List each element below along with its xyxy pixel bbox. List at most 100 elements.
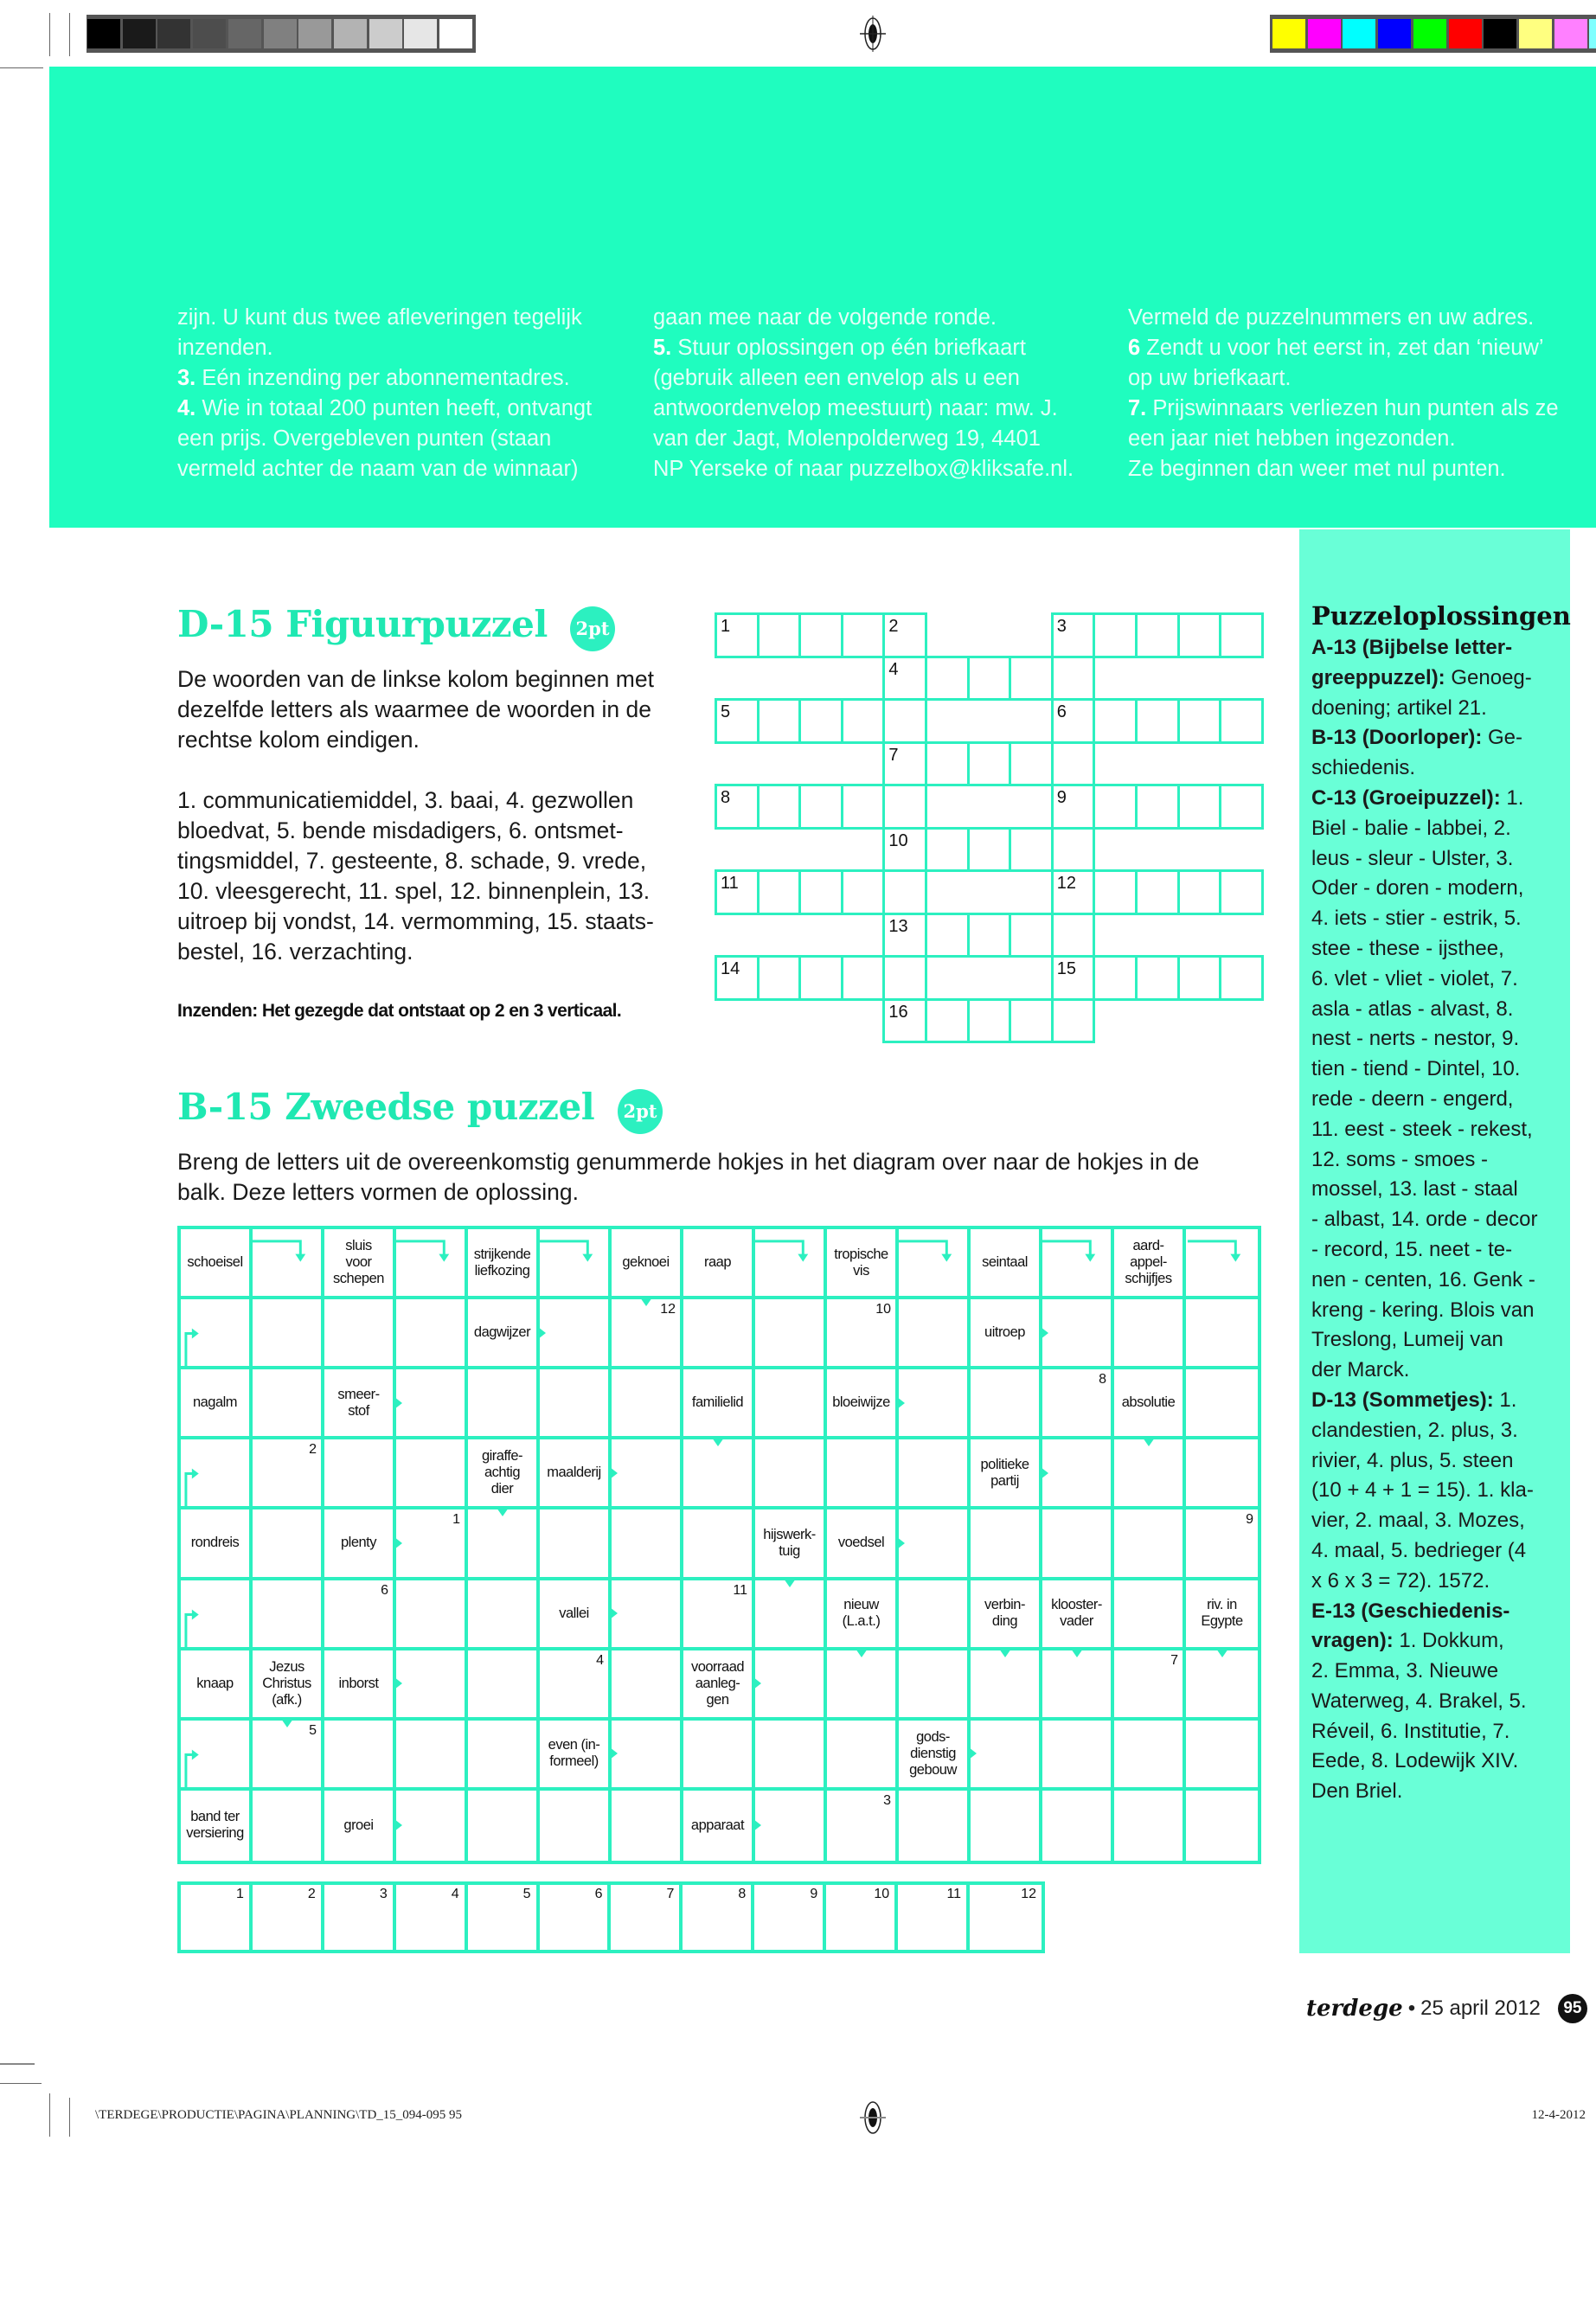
figure-cell[interactable] — [1219, 612, 1264, 658]
figure-cell[interactable]: 2 — [882, 612, 927, 658]
answer-cell[interactable] — [181, 1580, 253, 1650]
figure-cell[interactable] — [1009, 826, 1054, 872]
solution-cell[interactable]: 12 — [1021, 1887, 1036, 1901]
answer-cell[interactable] — [899, 1650, 971, 1721]
answer-cell[interactable] — [612, 1369, 683, 1440]
answer-cell[interactable] — [971, 1369, 1042, 1440]
figure-cell[interactable] — [756, 955, 802, 1001]
answer-cell[interactable] — [1186, 1648, 1258, 1721]
figure-cell[interactable] — [840, 955, 886, 1001]
figure-cell[interactable] — [1219, 698, 1264, 744]
answer-cell[interactable] — [1114, 1438, 1186, 1510]
figure-cell[interactable]: 11 — [715, 869, 760, 915]
figure-cell[interactable]: 5 — [715, 698, 760, 744]
figure-cell[interactable]: 15 — [1050, 955, 1096, 1001]
figure-cell[interactable] — [798, 612, 843, 658]
answer-cell[interactable] — [827, 1439, 899, 1510]
figure-cell[interactable]: 1 — [715, 612, 760, 658]
answer-cell[interactable] — [755, 1439, 827, 1510]
answer-cell[interactable] — [827, 1648, 899, 1721]
answer-cell[interactable] — [899, 1299, 971, 1370]
answer-cell[interactable] — [1114, 1580, 1186, 1650]
figure-cell[interactable]: 10 — [882, 826, 927, 872]
answer-cell[interactable] — [181, 1439, 253, 1510]
figure-cell[interactable] — [966, 997, 1012, 1043]
answer-cell[interactable] — [1186, 1299, 1258, 1370]
answer-cell[interactable]: 8 — [1042, 1369, 1114, 1440]
solution-cell[interactable]: 1 — [181, 1885, 253, 1950]
answer-cell[interactable] — [755, 1299, 827, 1370]
figure-cell[interactable]: 3 — [1050, 612, 1096, 658]
figure-cell[interactable] — [1219, 955, 1264, 1001]
answer-cell[interactable] — [253, 1299, 324, 1370]
answer-cell[interactable] — [396, 1229, 468, 1300]
solution-cell[interactable]: 9 — [754, 1885, 827, 1950]
figure-cell[interactable] — [882, 869, 927, 915]
answer-cell[interactable]: 11 — [683, 1580, 755, 1650]
figure-cell[interactable] — [1135, 955, 1180, 1001]
figure-cell[interactable] — [840, 784, 886, 830]
answer-cell[interactable] — [1042, 1790, 1114, 1861]
answer-cell[interactable] — [612, 1790, 683, 1861]
figure-cell[interactable]: 4 — [882, 655, 927, 701]
answer-cell[interactable] — [755, 1578, 827, 1650]
answer-cell[interactable] — [181, 1720, 253, 1791]
answer-cell[interactable] — [1042, 1299, 1114, 1370]
figure-cell[interactable] — [1093, 698, 1138, 744]
solution-cell[interactable]: 3 — [324, 1885, 396, 1950]
answer-cell[interactable] — [1186, 1439, 1258, 1510]
figure-cell[interactable] — [1176, 784, 1222, 830]
answer-cell[interactable] — [468, 1790, 540, 1861]
figure-cell[interactable]: 7 — [882, 740, 927, 786]
solution-cell[interactable]: 7 — [611, 1885, 683, 1950]
answer-cell[interactable] — [468, 1369, 540, 1440]
answer-cell[interactable] — [683, 1299, 755, 1370]
figure-cell[interactable] — [1135, 869, 1180, 915]
figure-cell[interactable] — [1176, 955, 1222, 1001]
answer-cell[interactable] — [324, 1439, 396, 1510]
figure-cell[interactable]: 13 — [882, 912, 927, 958]
figure-cell[interactable] — [966, 826, 1012, 872]
answer-cell[interactable] — [899, 1369, 971, 1440]
figure-cell[interactable] — [1093, 612, 1138, 658]
figure-cell[interactable] — [756, 784, 802, 830]
answer-cell[interactable]: 5 — [253, 1718, 324, 1791]
answer-cell[interactable] — [827, 1720, 899, 1791]
answer-cell[interactable] — [1114, 1720, 1186, 1791]
figure-cell[interactable] — [1093, 955, 1138, 1001]
answer-cell[interactable] — [899, 1439, 971, 1510]
answer-cell[interactable]: 4 — [540, 1650, 612, 1721]
answer-cell[interactable] — [971, 1790, 1042, 1861]
answer-cell[interactable] — [1186, 1791, 1258, 1861]
answer-cell[interactable] — [1042, 1720, 1114, 1791]
answer-cell[interactable] — [683, 1720, 755, 1791]
answer-cell[interactable] — [540, 1229, 612, 1300]
figure-cell[interactable]: 14 — [715, 955, 760, 1001]
answer-cell[interactable] — [1042, 1229, 1114, 1300]
answer-cell[interactable] — [612, 1650, 683, 1721]
answer-cell[interactable] — [1186, 1721, 1258, 1791]
answer-cell[interactable]: 1 — [396, 1509, 468, 1580]
answer-cell[interactable] — [1042, 1648, 1114, 1721]
answer-cell[interactable] — [1114, 1509, 1186, 1580]
answer-cell[interactable] — [396, 1369, 468, 1440]
answer-cell[interactable] — [755, 1369, 827, 1440]
answer-cell[interactable] — [540, 1790, 612, 1861]
answer-cell[interactable] — [396, 1790, 468, 1861]
solution-cell[interactable]: 4 — [396, 1885, 468, 1950]
figure-cell[interactable] — [925, 997, 970, 1043]
answer-cell[interactable] — [396, 1580, 468, 1650]
solution-cell[interactable]: 8 — [683, 1885, 755, 1950]
answer-cell[interactable] — [1042, 1509, 1114, 1580]
solution-cell[interactable]: 10 — [826, 1885, 899, 1950]
answer-cell[interactable] — [468, 1650, 540, 1721]
figure-cell[interactable] — [1135, 698, 1180, 744]
answer-cell[interactable] — [612, 1580, 683, 1650]
figure-cell[interactable] — [756, 869, 802, 915]
solution-cell[interactable]: 6 — [540, 1885, 612, 1950]
answer-cell[interactable]: 7 — [1114, 1650, 1186, 1721]
answer-cell[interactable] — [396, 1439, 468, 1510]
answer-cell[interactable]: 3 — [827, 1790, 899, 1861]
answer-cell[interactable] — [755, 1229, 827, 1300]
figure-cell[interactable]: 16 — [882, 997, 927, 1043]
